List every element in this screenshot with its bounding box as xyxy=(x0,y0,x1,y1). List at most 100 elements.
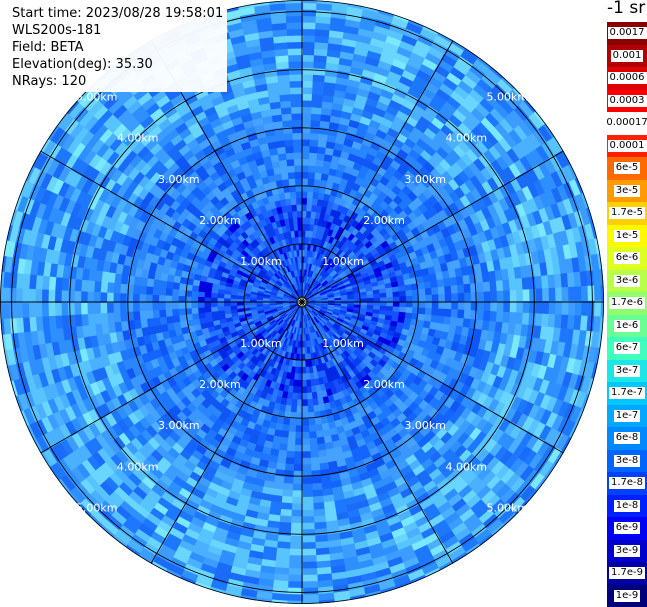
radar-bin xyxy=(556,385,569,404)
radar-bin xyxy=(462,318,471,330)
radar-bin xyxy=(498,450,514,467)
radar-bin xyxy=(331,245,338,254)
radar-bin xyxy=(338,270,347,278)
radar-bin xyxy=(419,261,429,271)
radar-bin xyxy=(399,301,407,308)
radar-bin xyxy=(350,266,359,273)
radar-bin xyxy=(514,427,529,445)
radar-bin xyxy=(338,326,347,334)
radar-bin xyxy=(521,277,530,292)
radar-bin xyxy=(329,269,337,276)
radar-bin xyxy=(93,301,101,314)
radar-bin xyxy=(511,230,523,246)
radar-bin xyxy=(356,278,365,285)
radar-bin xyxy=(317,285,324,291)
radar-bin xyxy=(332,148,344,158)
radar-bin xyxy=(301,490,313,498)
radar-bin xyxy=(489,363,501,378)
radar-bin xyxy=(494,122,511,140)
radar-bin xyxy=(307,305,314,310)
radar-bin xyxy=(345,285,353,291)
radar-bin xyxy=(347,296,355,300)
radar-bin xyxy=(392,306,400,313)
radar-bin xyxy=(375,214,386,225)
radar-bin xyxy=(314,294,322,298)
radar-bin xyxy=(574,286,583,304)
radar-bin xyxy=(545,189,558,208)
radar-bin xyxy=(568,389,582,409)
radar-bin xyxy=(537,425,553,443)
radar-bin xyxy=(190,301,199,309)
radar-bin xyxy=(311,287,317,294)
radar-bin xyxy=(498,332,509,347)
radar-bin xyxy=(554,151,570,171)
radar-bin xyxy=(486,330,496,344)
radar-bin xyxy=(353,301,362,306)
radar-bin xyxy=(516,289,524,303)
radar-bin xyxy=(99,301,108,314)
radar-bin xyxy=(327,321,335,327)
radar-bin xyxy=(509,289,518,303)
radar-bin xyxy=(301,464,312,472)
radar-bin xyxy=(171,301,179,310)
radar-bin xyxy=(319,277,326,284)
radar-bin xyxy=(353,298,362,303)
radar-bin xyxy=(495,280,504,293)
radar-bin xyxy=(485,68,504,86)
radar-bin xyxy=(321,299,329,302)
radar-bin xyxy=(504,473,521,491)
radar-bin xyxy=(132,301,140,312)
radar-bin xyxy=(359,115,373,127)
radar-bin xyxy=(388,99,404,112)
radar-bin xyxy=(316,152,327,161)
radar-bin xyxy=(503,421,517,438)
radar-bin xyxy=(363,334,373,342)
radar-bin xyxy=(504,113,521,131)
radar-bin xyxy=(477,78,495,95)
radar-bin xyxy=(318,267,324,275)
radar-bin xyxy=(314,172,323,181)
radar-bin xyxy=(310,113,323,122)
radar-bin xyxy=(418,307,426,316)
radar-bin xyxy=(567,373,580,392)
radar-bin xyxy=(303,288,307,296)
radar-bin xyxy=(346,293,355,298)
radar-bin xyxy=(462,274,471,286)
radar-bin xyxy=(473,83,491,100)
radar-bin xyxy=(373,305,381,311)
radar-bin xyxy=(517,446,533,464)
radar-bin xyxy=(354,259,363,267)
radar-bin xyxy=(336,248,344,257)
radar-bin xyxy=(509,109,526,127)
radar-bin xyxy=(304,289,309,297)
radar-bin xyxy=(464,301,472,312)
radar-bin xyxy=(312,309,319,315)
radar-bin xyxy=(300,2,319,10)
radar-bin xyxy=(565,228,577,247)
radar-bin xyxy=(319,308,327,313)
radar-bin xyxy=(303,282,306,290)
radar-bin xyxy=(489,280,498,293)
radar-bin xyxy=(488,88,506,106)
radar-bin xyxy=(301,47,317,56)
radar-bin xyxy=(385,287,394,294)
radar-bin xyxy=(301,106,313,114)
radar-bin xyxy=(496,301,505,314)
radar-bin xyxy=(373,297,381,303)
radar-bin xyxy=(343,255,351,263)
radar-bin xyxy=(518,120,535,139)
radar-bin xyxy=(362,321,371,329)
radar-bin xyxy=(323,324,331,332)
radar-bin xyxy=(321,279,328,286)
radar-bin xyxy=(300,8,319,17)
radar-bin xyxy=(316,274,322,281)
radar-bin xyxy=(422,320,432,330)
radar-bin xyxy=(321,318,328,325)
radar-bin xyxy=(532,164,547,182)
radar-bin xyxy=(308,304,315,307)
radar-bin xyxy=(308,297,315,300)
radar-bin xyxy=(333,307,342,311)
radar-bin xyxy=(476,310,485,322)
radar-bin xyxy=(530,437,546,456)
radar-bin xyxy=(320,293,328,297)
